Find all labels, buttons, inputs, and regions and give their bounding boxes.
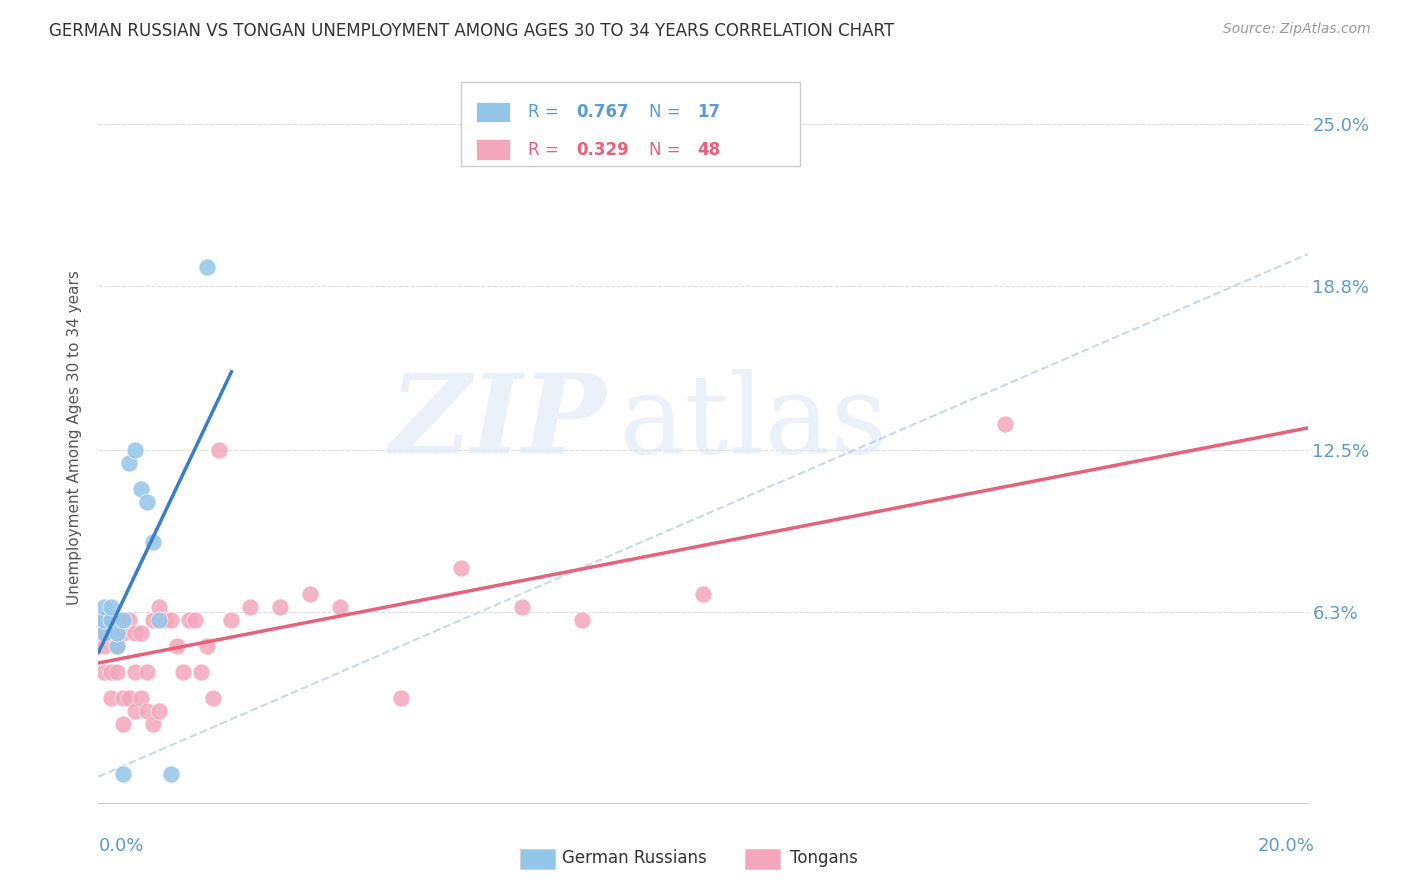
- Point: [389, 691, 412, 706]
- Point: [105, 639, 128, 653]
- Text: ZIP: ZIP: [389, 368, 606, 476]
- Point: [111, 691, 134, 706]
- Point: [129, 483, 152, 497]
- Point: [93, 665, 115, 680]
- Text: atlas: atlas: [619, 369, 889, 476]
- Point: [111, 626, 134, 640]
- Point: [100, 613, 122, 627]
- Point: [160, 613, 183, 627]
- Text: R =: R =: [527, 141, 564, 159]
- Point: [135, 495, 157, 509]
- Point: [100, 613, 122, 627]
- Point: [111, 767, 134, 781]
- Point: [195, 260, 218, 275]
- Point: [105, 626, 128, 640]
- Point: [105, 665, 128, 680]
- Point: [93, 626, 115, 640]
- Point: [148, 599, 170, 614]
- Point: [118, 613, 141, 627]
- Text: Source: ZipAtlas.com: Source: ZipAtlas.com: [1223, 22, 1371, 37]
- Point: [111, 613, 134, 627]
- Text: 0.0%: 0.0%: [98, 837, 143, 855]
- Y-axis label: Unemployment Among Ages 30 to 34 years: Unemployment Among Ages 30 to 34 years: [67, 269, 83, 605]
- Point: [105, 613, 128, 627]
- Point: [221, 613, 243, 627]
- Point: [93, 613, 115, 627]
- Point: [124, 626, 146, 640]
- Point: [148, 705, 170, 719]
- Point: [571, 613, 593, 627]
- FancyBboxPatch shape: [461, 82, 800, 167]
- Point: [100, 626, 122, 640]
- Text: N =: N =: [648, 103, 686, 120]
- Text: R =: R =: [527, 103, 564, 120]
- Point: [129, 691, 152, 706]
- Point: [510, 599, 533, 614]
- Point: [93, 626, 115, 640]
- Point: [208, 443, 231, 458]
- FancyBboxPatch shape: [475, 102, 509, 122]
- Point: [202, 691, 225, 706]
- Point: [184, 613, 207, 627]
- Text: N =: N =: [648, 141, 686, 159]
- Point: [299, 587, 322, 601]
- Point: [195, 639, 218, 653]
- Point: [124, 665, 146, 680]
- Text: 0.329: 0.329: [576, 141, 628, 159]
- Point: [329, 599, 352, 614]
- Point: [142, 717, 165, 731]
- Point: [269, 599, 291, 614]
- Point: [111, 717, 134, 731]
- Point: [105, 639, 128, 653]
- Point: [148, 613, 170, 627]
- Text: GERMAN RUSSIAN VS TONGAN UNEMPLOYMENT AMONG AGES 30 TO 34 YEARS CORRELATION CHAR: GERMAN RUSSIAN VS TONGAN UNEMPLOYMENT AM…: [49, 22, 894, 40]
- Text: 17: 17: [697, 103, 720, 120]
- Point: [239, 599, 262, 614]
- Point: [994, 417, 1017, 431]
- Point: [93, 599, 115, 614]
- Point: [166, 639, 188, 653]
- Point: [129, 626, 152, 640]
- FancyBboxPatch shape: [475, 139, 509, 160]
- Point: [93, 639, 115, 653]
- Point: [93, 613, 115, 627]
- Point: [135, 665, 157, 680]
- Text: Tongans: Tongans: [790, 849, 858, 867]
- Point: [153, 613, 176, 627]
- Point: [118, 691, 141, 706]
- Point: [160, 767, 183, 781]
- Point: [450, 560, 472, 574]
- Point: [172, 665, 194, 680]
- Text: 48: 48: [697, 141, 720, 159]
- Point: [100, 691, 122, 706]
- Point: [692, 587, 714, 601]
- Point: [142, 534, 165, 549]
- Point: [135, 705, 157, 719]
- Point: [100, 599, 122, 614]
- Text: 20.0%: 20.0%: [1258, 837, 1315, 855]
- Text: 0.767: 0.767: [576, 103, 628, 120]
- Point: [118, 456, 141, 470]
- Point: [100, 665, 122, 680]
- Point: [179, 613, 201, 627]
- Point: [124, 443, 146, 458]
- Point: [190, 665, 212, 680]
- Text: German Russians: German Russians: [562, 849, 707, 867]
- Point: [142, 613, 165, 627]
- Point: [124, 705, 146, 719]
